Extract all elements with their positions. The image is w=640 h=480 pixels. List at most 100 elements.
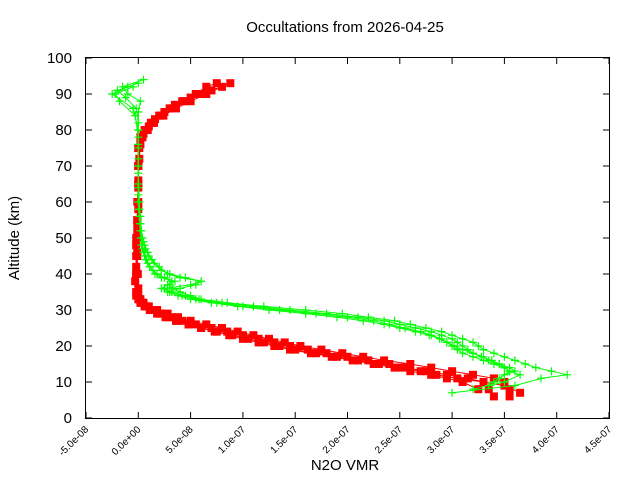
data-point: [176, 273, 185, 282]
data-point: [474, 342, 483, 350]
data-point: [132, 270, 141, 278]
data-point: [306, 349, 315, 358]
data-point: [178, 316, 187, 325]
data-point: [134, 183, 143, 192]
data-point: [202, 320, 211, 329]
data-point: [134, 79, 143, 88]
data-point: [134, 118, 143, 127]
y-tick-label: 20: [55, 338, 72, 355]
data-point: [458, 378, 467, 386]
data-point: [212, 79, 221, 88]
data-point: [233, 302, 242, 311]
data-point: [458, 334, 467, 343]
data-point: [510, 356, 519, 365]
data-point: [364, 356, 373, 365]
data-point: [141, 302, 150, 311]
data-point: [369, 360, 378, 368]
data-point: [385, 360, 394, 368]
data-point: [448, 334, 457, 343]
data-point: [138, 234, 147, 242]
data-point: [202, 82, 211, 91]
data-point: [259, 338, 268, 347]
data-point: [489, 378, 498, 386]
data-point: [317, 345, 326, 354]
data-point: [244, 334, 253, 343]
data-point: [500, 378, 509, 386]
data-point: [479, 378, 488, 386]
data-point: [380, 320, 389, 329]
data-point: [136, 219, 145, 228]
data-point: [157, 111, 166, 120]
data-point: [406, 360, 415, 368]
data-point: [416, 367, 425, 376]
data-point: [495, 360, 504, 368]
data-point: [191, 320, 200, 329]
data-point: [401, 363, 409, 372]
data-point: [448, 367, 457, 376]
data-point: [395, 324, 404, 332]
data-point: [173, 316, 181, 325]
data-point: [463, 374, 472, 383]
data-point: [458, 345, 467, 354]
data-point: [442, 374, 451, 383]
data-point: [450, 342, 459, 350]
data-point: [469, 370, 477, 379]
data-point: [406, 367, 415, 376]
plot-frame: [85, 57, 610, 419]
data-point: [143, 126, 152, 134]
data-point: [489, 349, 498, 358]
x-axis-label: N2O VMR: [311, 457, 380, 474]
data-point: [265, 334, 273, 343]
data-point: [537, 374, 545, 383]
data-point: [427, 370, 436, 379]
data-point: [207, 298, 216, 307]
data-point: [301, 309, 310, 318]
data-point: [280, 338, 289, 347]
series-layer: [108, 75, 572, 401]
data-point: [500, 370, 509, 379]
data-point: [174, 291, 182, 300]
data-point: [134, 295, 143, 304]
data-point: [163, 288, 172, 296]
data-point: [500, 352, 509, 361]
data-point: [286, 306, 294, 314]
data-point: [143, 248, 152, 257]
data-point: [207, 86, 216, 95]
data-point: [421, 367, 430, 376]
data-point: [135, 205, 144, 214]
y-tick-label: 80: [55, 122, 72, 139]
data-point: [469, 385, 477, 394]
data-point: [348, 356, 357, 365]
data-point: [510, 367, 519, 376]
data-point: [296, 342, 305, 350]
data-point: [448, 388, 457, 397]
data-point: [218, 324, 226, 332]
data-point: [155, 309, 164, 318]
data-point: [505, 363, 514, 372]
data-point: [157, 273, 166, 282]
data-point: [469, 338, 477, 347]
data-point: [411, 327, 420, 336]
y-axis: 0 10 20 30 40 50 60 70 80 90 100: [47, 50, 609, 427]
data-point: [343, 313, 352, 322]
data-point: [155, 262, 164, 271]
data-point: [138, 133, 147, 142]
y-tick-label: 30: [55, 302, 72, 319]
data-point: [163, 270, 172, 278]
data-point: [265, 306, 273, 314]
y-axis-label: Altitude (km): [6, 196, 23, 280]
data-point: [369, 316, 378, 325]
data-point: [395, 363, 404, 372]
y-tick-label: 10: [55, 374, 72, 391]
data-point: [484, 381, 493, 390]
data-point: [180, 97, 189, 106]
series-line: [135, 93, 479, 390]
data-point: [202, 90, 211, 98]
data-point: [469, 349, 477, 358]
data-point: [359, 352, 368, 361]
data-point: [505, 392, 514, 401]
data-point: [166, 104, 175, 113]
data-point: [427, 363, 436, 372]
data-point: [254, 338, 263, 347]
